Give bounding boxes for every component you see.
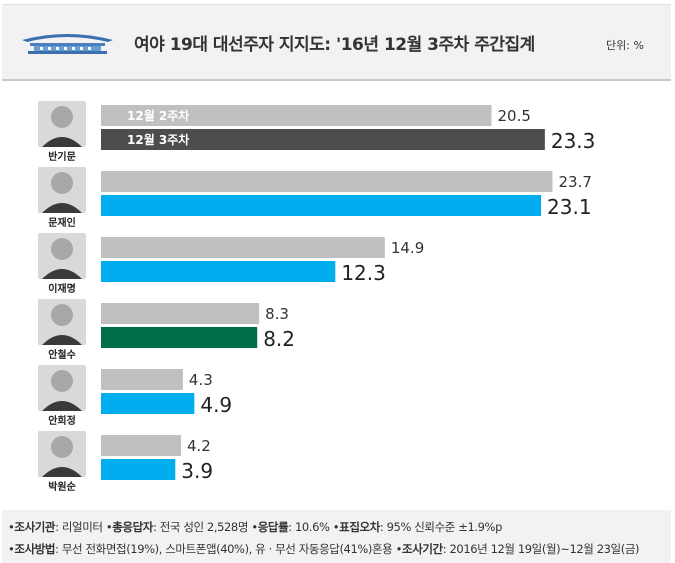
bar-prev-week (101, 171, 553, 192)
bar-current-week (101, 393, 195, 414)
value-label-current: 12.3 (341, 261, 386, 285)
bar-current-week (101, 327, 258, 348)
candidate-name: 문재인 (48, 216, 76, 229)
bar-prev-week (101, 105, 492, 126)
portrait-head-icon (51, 106, 73, 128)
footer-label: 조사방법 (14, 542, 56, 556)
footer-value: : 전국 성인 2,528명 (152, 520, 249, 534)
bar-current-week (101, 129, 545, 150)
footer-value: : 95% 신뢰수준 ±1.9%p (379, 520, 502, 534)
candidate-name: 안희정 (48, 414, 76, 427)
unit-label: 단위: % (606, 39, 644, 52)
footer-value: : 10.6% (288, 520, 330, 534)
bar-current-week (101, 195, 542, 216)
footer-label: 조사기관 (14, 520, 56, 534)
value-label-prev: 20.5 (498, 107, 531, 125)
value-label-prev: 8.3 (265, 305, 289, 323)
candidate-name: 박원순 (48, 480, 76, 493)
portrait-head-icon (51, 436, 73, 458)
footer-value: : 리얼미터 (55, 520, 103, 534)
portrait-body-icon (42, 137, 82, 147)
value-label-current: 3.9 (181, 459, 213, 483)
portrait-head-icon (51, 172, 73, 194)
candidate-name: 이재명 (48, 282, 76, 295)
footer-value: : 2016년 12월 19일(월)~12월 23일(금) (442, 542, 640, 556)
value-label-current: 4.9 (200, 393, 232, 417)
footer-line-2: •조사방법: 무선 전화면접(19%), 스마트폰앱(40%), 유 · 무선 … (8, 542, 640, 556)
value-label-current: 23.3 (551, 129, 596, 153)
portrait-body-icon (42, 401, 82, 411)
candidate-name: 안철수 (48, 348, 76, 361)
portrait-body-icon (42, 203, 82, 213)
blue-house-logo-icon (22, 34, 113, 54)
portrait-body-icon (42, 269, 82, 279)
bar-prev-week (101, 435, 182, 456)
bar-prev-week (101, 303, 260, 324)
portrait-body-icon (42, 335, 82, 345)
value-label-prev: 4.2 (187, 437, 211, 455)
value-label-prev: 4.3 (189, 371, 213, 389)
value-label-current: 8.2 (263, 327, 295, 351)
bar-prev-week (101, 369, 183, 390)
value-label-current: 23.1 (547, 195, 592, 219)
bar-current-week (101, 261, 336, 282)
footer-value: : 무선 전화면접(19%), 스마트폰앱(40%), 유 · 무선 자동응답(… (55, 542, 393, 556)
bar-prev-week (101, 237, 385, 258)
value-label-prev: 14.9 (391, 239, 424, 257)
candidate-name: 반기문 (48, 150, 76, 163)
footer-label: 표집오차 (339, 520, 380, 534)
portrait-head-icon (51, 370, 73, 392)
header: 여야 19대 대선주자 지지도: '16년 12월 3주차 주간집계 단위: % (0, 0, 675, 81)
footer-line-1: •조사기관: 리얼미터 •총응답자: 전국 성인 2,528명 •응답률: 10… (8, 520, 502, 534)
footer-label: 총응답자 (112, 520, 153, 534)
footer-label: 응답률 (257, 520, 289, 534)
chart-title: 여야 19대 대선주자 지지도: '16년 12월 3주차 주간집계 (134, 35, 535, 55)
footer: •조사기관: 리얼미터 •총응답자: 전국 성인 2,528명 •응답률: 10… (2, 510, 671, 563)
legend-current-week: 12월 3주차 (127, 132, 189, 147)
portrait-head-icon (51, 304, 73, 326)
bar-current-week (101, 459, 176, 480)
portrait-body-icon (42, 467, 82, 477)
value-label-prev: 23.7 (558, 173, 591, 191)
portrait-head-icon (51, 238, 73, 260)
legend-prev-week: 12월 2주차 (127, 108, 189, 123)
footer-label: 조사기간 (402, 542, 443, 556)
header-band (2, 4, 671, 81)
